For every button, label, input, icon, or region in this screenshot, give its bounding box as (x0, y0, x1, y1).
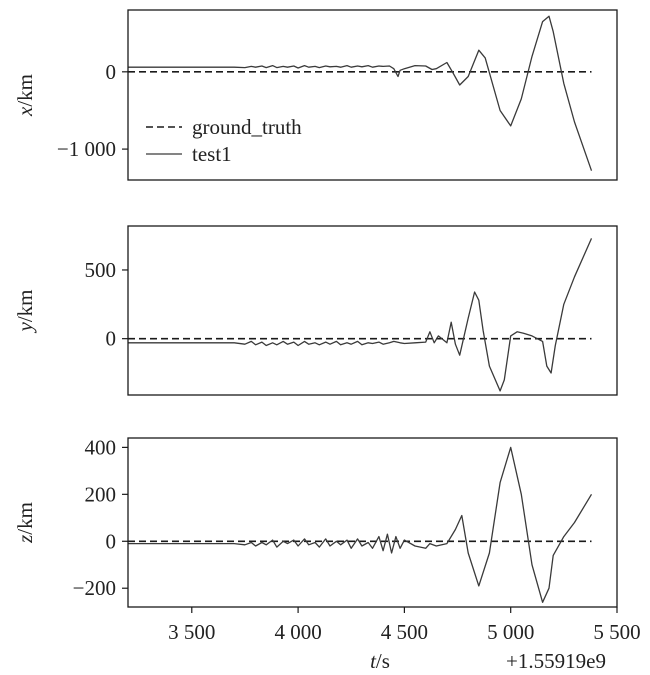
x-tick-label: 5 500 (593, 620, 640, 644)
panel-y-ytick-label: 0 (106, 327, 117, 351)
panel-x-ylabel: x/km (13, 74, 37, 117)
panel-z-ylabel-var: z (13, 535, 37, 544)
panel-z-ytick-label: 400 (85, 435, 117, 459)
panel-x-ytick-label: −1 000 (57, 137, 116, 161)
panel-z-ylabel: z/km (13, 502, 37, 544)
legend: ground_truth test1 (146, 115, 302, 166)
x-tick-label: 3 500 (168, 620, 215, 644)
panel-x-ylabel-var: x (13, 106, 37, 117)
panel-x-series (128, 15, 593, 171)
x-axis-offset-text: +1.55919e9 (506, 649, 606, 673)
panel-y-ylabel-unit: /km (13, 290, 37, 323)
x-axis-ticks: 3 500 4 000 4 500 5 000 5 500 (168, 607, 641, 644)
panel-z-ytick-label: 0 (106, 529, 117, 553)
legend-label-ground-truth: ground_truth (192, 115, 302, 139)
panel-z-series-test1 (128, 446, 593, 603)
panel-x-yticks: 0 −1 000 (57, 60, 128, 161)
panel-y-frame (127, 225, 618, 396)
panel-y-ylabel-var: y (13, 322, 37, 334)
panel-z-frame (127, 437, 618, 608)
panel-x-ytick-label: 0 (106, 60, 117, 84)
panel-z-ytick-label: 200 (85, 482, 117, 506)
legend-label-test1: test1 (192, 142, 232, 166)
panel-z: 400 200 0 −200 z/km 3 500 4 000 4 500 5 000 5 5… (13, 435, 641, 644)
panel-x-frame (127, 9, 618, 181)
panel-y-ylabel: y/km (13, 290, 37, 334)
x-tick-label: 5 000 (487, 620, 534, 644)
x-tick-label: 4 000 (274, 620, 321, 644)
panel-y-series-test1 (128, 238, 593, 392)
panel-y: 500 0 y/km (13, 225, 618, 396)
x-tick-label: 4 500 (381, 620, 428, 644)
panel-z-ylabel-unit: /km (13, 502, 37, 535)
x-axis-label: t/s (370, 649, 390, 673)
x-axis-label-var: t (370, 649, 377, 673)
x-axis-label-unit: /s (376, 649, 390, 673)
panel-z-ytick-label: −200 (73, 576, 116, 600)
panel-z-yticks: 400 200 0 −200 (73, 435, 128, 600)
panel-y-ytick-label: 500 (85, 258, 117, 282)
panel-z-series (128, 446, 593, 603)
panel-y-series (128, 238, 593, 392)
panel-x: 0 −1 000 x/km ground_truth test1 (13, 9, 618, 181)
panel-x-ylabel-unit: /km (13, 74, 37, 107)
panel-x-series-test1 (128, 15, 593, 171)
panel-y-yticks: 500 0 (85, 258, 128, 351)
